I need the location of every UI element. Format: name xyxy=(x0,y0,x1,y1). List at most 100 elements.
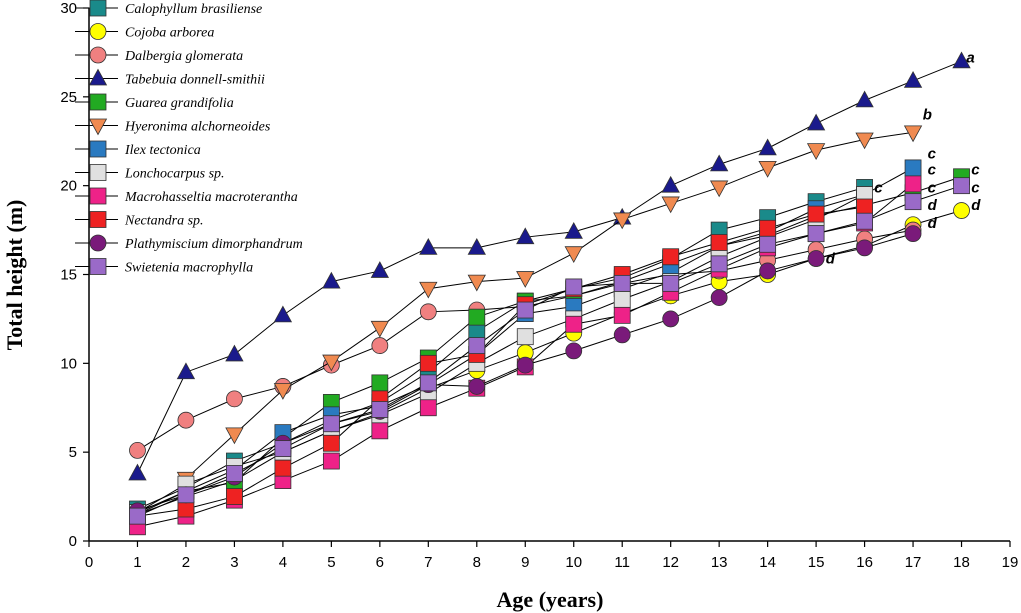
y-axis-title: Total height (m) xyxy=(2,200,27,351)
series-5 xyxy=(176,125,923,489)
x-tick-label: 10 xyxy=(565,554,582,571)
x-tick-label: 12 xyxy=(662,554,679,571)
x-tick-label: 5 xyxy=(327,554,335,571)
data-point xyxy=(903,71,923,88)
data-point xyxy=(419,354,437,372)
legend-item: Tabebuia donnell-smithii xyxy=(75,68,265,88)
data-point xyxy=(903,125,923,143)
data-point xyxy=(662,310,680,328)
data-point xyxy=(419,303,437,321)
data-point xyxy=(516,356,534,374)
y-tick-label: 15 xyxy=(60,267,77,284)
legend-label: Tabebuia donnell-smithii xyxy=(125,73,265,88)
series-line xyxy=(137,194,865,514)
data-point xyxy=(467,238,486,255)
data-point xyxy=(419,399,437,417)
data-point xyxy=(565,315,583,333)
legend-marker xyxy=(89,234,107,252)
group-letter: a xyxy=(966,50,974,67)
data-point xyxy=(662,274,680,292)
data-point xyxy=(855,90,874,108)
legend-marker xyxy=(89,0,107,17)
series-11 xyxy=(129,177,970,525)
legend-marker xyxy=(89,23,107,40)
data-point xyxy=(613,290,631,308)
data-point xyxy=(468,322,486,340)
data-point xyxy=(226,488,243,505)
x-tick-label: 19 xyxy=(1002,554,1019,571)
data-point xyxy=(856,239,873,257)
legend-item: Guarea grandifolia xyxy=(75,93,234,111)
legend-label: Lonchocarpus sp. xyxy=(124,167,225,182)
legend-marker xyxy=(89,187,107,205)
data-point xyxy=(177,411,195,429)
data-point xyxy=(904,193,922,211)
data-point xyxy=(807,225,825,243)
group-letter: c xyxy=(928,179,937,196)
data-point xyxy=(661,196,680,214)
data-point xyxy=(758,138,777,156)
data-point xyxy=(322,271,341,289)
group-letter: b xyxy=(923,107,932,124)
legend-label: Calophyllum brasiliense xyxy=(125,2,262,17)
series-line xyxy=(137,210,962,515)
legend-marker xyxy=(89,258,107,275)
series-line xyxy=(137,186,865,510)
legend-label: Guarea grandifolia xyxy=(125,96,234,111)
data-point xyxy=(661,175,680,193)
series-line xyxy=(185,131,914,480)
data-point xyxy=(856,198,873,216)
legend-item: Dalbergia glomerata xyxy=(75,46,243,64)
legend-marker xyxy=(89,164,107,181)
data-point xyxy=(613,306,631,324)
data-point xyxy=(371,401,389,418)
data-point xyxy=(226,465,243,482)
group-letter: d xyxy=(928,197,938,214)
legend-marker xyxy=(89,211,107,228)
legend-item: Lonchocarpus sp. xyxy=(75,164,225,182)
group-letter: d xyxy=(928,215,938,232)
data-point xyxy=(564,222,583,239)
data-point xyxy=(565,342,583,360)
legend-label: Plathymiscium dimorphandrum xyxy=(124,237,303,252)
legend-marker xyxy=(88,118,108,136)
x-tick-label: 0 xyxy=(85,554,93,571)
legend-label: Nectandra sp. xyxy=(124,214,204,229)
data-point xyxy=(322,434,340,452)
data-point xyxy=(613,326,631,344)
data-point xyxy=(807,205,825,223)
legend-item: Calophyllum brasiliense xyxy=(75,0,262,17)
x-tick-label: 1 xyxy=(133,554,141,571)
group-letter: c xyxy=(971,162,980,179)
data-point xyxy=(613,274,631,292)
data-point xyxy=(419,281,438,299)
y-tick-label: 10 xyxy=(60,355,77,372)
data-point xyxy=(226,390,243,408)
data-point xyxy=(129,507,146,525)
x-tick-label: 13 xyxy=(711,554,728,571)
data-point xyxy=(856,212,873,230)
legend-item: Ilex tectonica xyxy=(75,140,201,158)
legend-item: Swietenia macrophylla xyxy=(75,258,253,276)
x-tick-label: 16 xyxy=(856,554,873,571)
data-point xyxy=(176,362,196,380)
data-point xyxy=(758,160,777,178)
data-point xyxy=(128,463,147,481)
data-point xyxy=(710,255,728,273)
legend-item: Nectandra sp. xyxy=(75,211,204,229)
x-tick-label: 17 xyxy=(905,554,922,571)
data-point xyxy=(274,459,292,477)
data-point xyxy=(516,227,535,245)
legend: Calophyllum brasiliense Cojoba arborea Dal… xyxy=(75,0,303,276)
data-point xyxy=(904,225,922,243)
data-point xyxy=(419,374,437,392)
x-axis-title: Age (years) xyxy=(497,587,604,612)
data-point xyxy=(371,337,389,354)
data-point xyxy=(370,320,390,338)
data-point xyxy=(371,374,389,392)
y-tick-label: 5 xyxy=(69,444,77,461)
data-point xyxy=(759,235,777,253)
legend-item: Plathymiscium dimorphandrum xyxy=(75,234,303,252)
